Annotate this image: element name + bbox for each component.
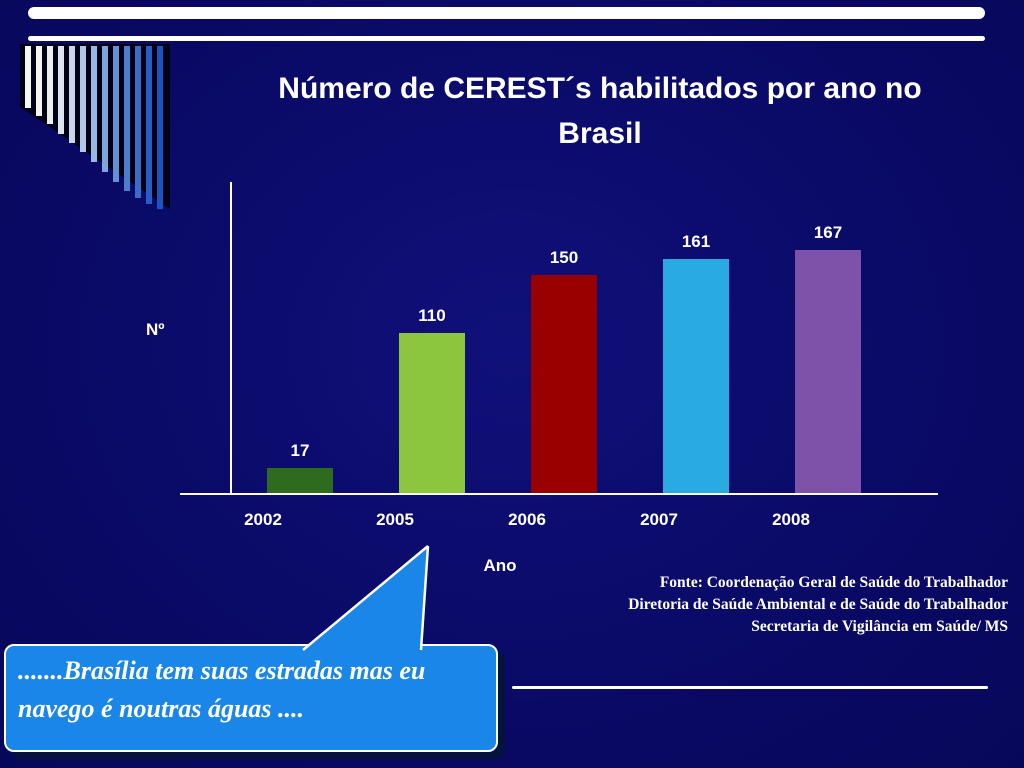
stripe bbox=[47, 46, 53, 124]
x-axis-tick-labels: 2002 2005 2006 2007 2008 bbox=[197, 510, 857, 530]
corner-stripes-decoration bbox=[20, 44, 170, 212]
bar-value-label: 161 bbox=[681, 232, 711, 251]
bar-chart: 17 110 150 161 167 bbox=[234, 210, 894, 493]
speech-bubble: .......Brasília tem suas estradas mas eu… bbox=[4, 644, 498, 752]
x-tick-label: 2006 bbox=[508, 510, 546, 529]
slide-title: Número de CEREST´s habilitados por ano n… bbox=[210, 66, 990, 156]
bar-2008 bbox=[795, 250, 861, 493]
source-line-1: Fonte: Coordenação Geral de Saúde do Tra… bbox=[659, 574, 1008, 591]
speech-bubble-line2: navego é noutras águas .... bbox=[18, 694, 305, 723]
source-attribution: Fonte: Coordenação Geral de Saúde do Tra… bbox=[628, 572, 1008, 638]
stripe bbox=[58, 46, 64, 134]
stripe-group bbox=[25, 46, 163, 209]
stripe bbox=[124, 46, 130, 191]
stripe bbox=[146, 46, 152, 204]
stripe bbox=[25, 46, 31, 108]
stripe bbox=[36, 46, 42, 116]
stripe bbox=[113, 46, 119, 182]
speech-bubble-line1: .......Brasília tem suas estradas mas eu bbox=[18, 656, 426, 685]
stripe bbox=[157, 46, 163, 209]
x-tick-label: 2008 bbox=[772, 510, 810, 529]
slide-title-line2: Brasil bbox=[558, 117, 642, 150]
bar-group-2007: 161 bbox=[630, 232, 762, 493]
x-axis-label: Ano bbox=[483, 556, 517, 575]
bar-group-2008: 167 bbox=[762, 223, 894, 493]
top-line-decoration bbox=[28, 36, 985, 41]
x-tick-label: 2002 bbox=[244, 510, 282, 529]
top-bar-decoration bbox=[28, 7, 985, 19]
bar-group-2002: 17 bbox=[234, 441, 366, 493]
bar-group-2006: 150 bbox=[498, 248, 630, 493]
bar-value-label: 167 bbox=[813, 223, 843, 242]
bar-value-label: 110 bbox=[418, 306, 446, 325]
bar-2005 bbox=[399, 333, 465, 493]
bar-group-2005: 110 bbox=[366, 306, 498, 493]
bar-2006 bbox=[531, 275, 597, 493]
bar-value-label: 150 bbox=[549, 248, 579, 267]
x-axis-line bbox=[180, 493, 938, 495]
slide-title-line1: Número de CEREST´s habilitados por ano n… bbox=[278, 72, 922, 105]
bar-2007 bbox=[663, 259, 729, 493]
x-tick-label: 2007 bbox=[640, 510, 678, 529]
y-axis-line bbox=[230, 182, 232, 495]
stripe bbox=[102, 46, 108, 172]
bar-value-label: 17 bbox=[290, 441, 310, 460]
source-line-3: Secretaria de Vigilância em Saúde/ MS bbox=[751, 618, 1008, 635]
stripe bbox=[135, 46, 141, 198]
stripe bbox=[80, 46, 86, 152]
stripe bbox=[69, 46, 75, 143]
y-axis-label: Nº bbox=[146, 320, 165, 339]
bar-2002 bbox=[267, 468, 333, 493]
bottom-divider-line bbox=[512, 686, 988, 689]
callout-tail bbox=[302, 545, 430, 651]
source-line-2: Diretoria de Saúde Ambiental e de Saúde … bbox=[628, 596, 1008, 613]
x-tick-label: 2005 bbox=[376, 510, 414, 529]
stripe bbox=[91, 46, 97, 162]
